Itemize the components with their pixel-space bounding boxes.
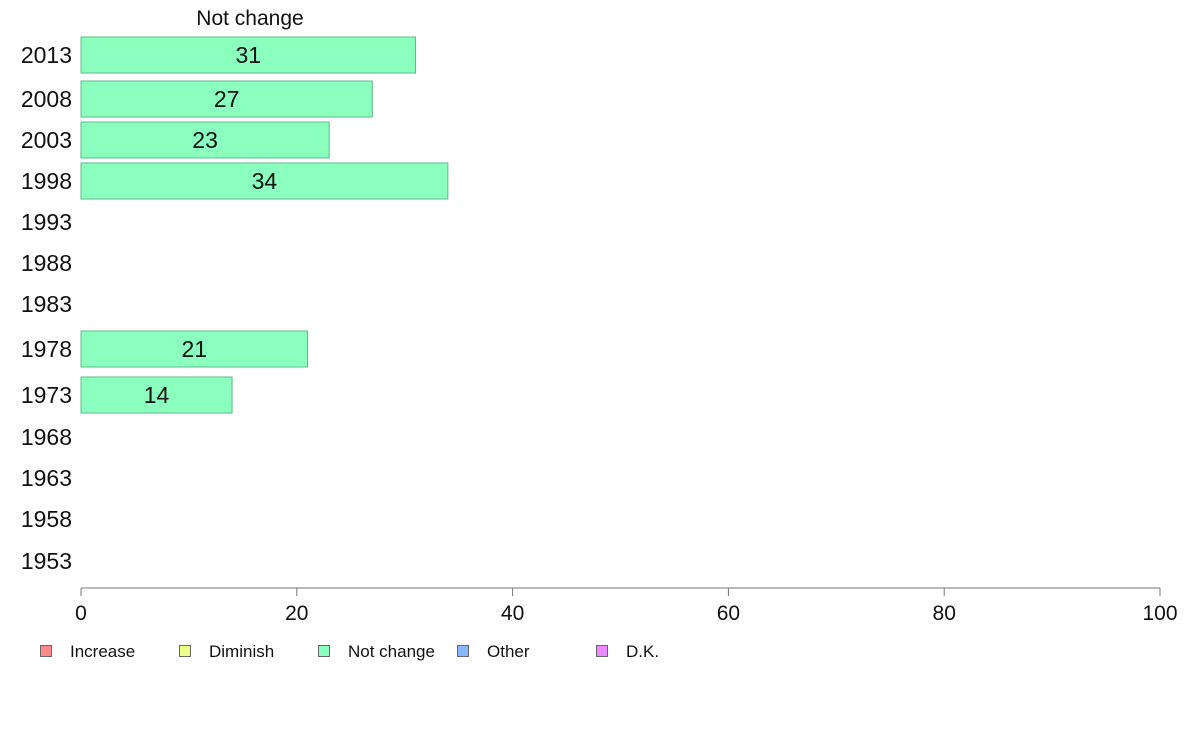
bar-value-label-1998: 34 xyxy=(252,168,278,194)
x-tick-label-100: 100 xyxy=(1142,602,1177,625)
bar-2008 xyxy=(80,80,373,118)
bar-value-label-1973: 14 xyxy=(144,382,170,408)
legend-label-diminish: Diminish xyxy=(209,642,275,661)
y-tick-label-1993: 1993 xyxy=(21,209,72,235)
y-tick-label-1988: 1988 xyxy=(21,250,72,276)
y-tick-label-1963: 1963 xyxy=(21,465,72,491)
x-tick-label-20: 20 xyxy=(285,602,308,625)
bar-1978 xyxy=(80,330,309,368)
x-tick-label-80: 80 xyxy=(933,602,956,625)
bar-value-label-2008: 27 xyxy=(214,86,240,112)
legend-swatch-dk xyxy=(596,645,608,657)
y-tick-label-1998: 1998 xyxy=(21,168,72,194)
bar-2003 xyxy=(80,121,330,159)
legend-swatch-diminish xyxy=(179,645,191,657)
y-tick-label-2003: 2003 xyxy=(21,127,72,153)
y-tick-label-1953: 1953 xyxy=(21,548,72,574)
y-tick-label-1983: 1983 xyxy=(21,291,72,317)
bar-1973 xyxy=(80,376,233,414)
y-tick-label-2008: 2008 xyxy=(21,86,72,112)
legend-label-increase: Increase xyxy=(70,642,136,661)
legend-swatch-not-change xyxy=(318,645,330,657)
y-tick-label-1973: 1973 xyxy=(21,382,72,408)
x-tick-label-60: 60 xyxy=(717,602,740,625)
y-tick-label-1958: 1958 xyxy=(21,506,72,532)
legend-label-dk: D.K. xyxy=(626,642,660,661)
legend-label-not-change: Not change xyxy=(348,642,435,661)
bar-1998 xyxy=(80,162,449,200)
x-tick-label-40: 40 xyxy=(501,602,524,625)
legend-label-other: Other xyxy=(487,642,530,661)
legend-swatch-other xyxy=(457,645,469,657)
bar-value-label-2013: 31 xyxy=(235,42,261,68)
y-tick-label-1978: 1978 xyxy=(21,336,72,362)
bar-value-label-2003: 23 xyxy=(192,127,218,153)
x-tick-label-0: 0 xyxy=(75,602,87,625)
y-tick-label-2013: 2013 xyxy=(21,42,72,68)
bar-value-label-1978: 21 xyxy=(181,336,207,362)
chart-title: Not change xyxy=(196,7,303,30)
y-tick-label-1968: 1968 xyxy=(21,424,72,450)
legend-swatch-increase xyxy=(40,645,52,657)
bar-2013 xyxy=(80,36,416,74)
